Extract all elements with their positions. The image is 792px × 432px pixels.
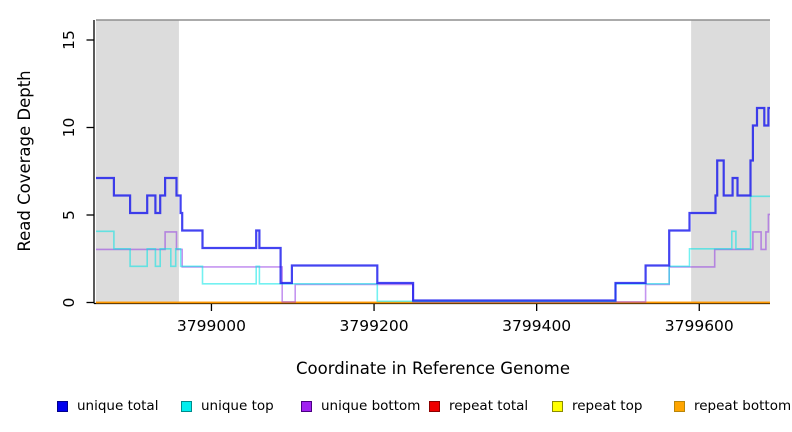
legend-item-repeat-bottom: repeat bottom [674, 395, 791, 417]
legend-item-unique-bottom: unique bottom [301, 395, 420, 417]
legend-label: unique top [201, 398, 274, 414]
legend-label: unique bottom [321, 398, 421, 414]
legend: unique total unique top unique bottom repea… [0, 395, 792, 423]
legend-item-unique-total: unique total [57, 395, 158, 417]
y-tick-label: 10 [60, 118, 78, 138]
legend-swatch-unique-top [181, 400, 192, 412]
x-axis-title: Coordinate in Reference Genome [296, 359, 570, 378]
legend-label: unique total [77, 398, 159, 414]
legend-item-repeat-top: repeat top [552, 395, 642, 417]
x-tick-label: 3799400 [502, 317, 571, 335]
series-line-unique-top [96, 195, 770, 303]
legend-swatch-unique-bottom [301, 400, 312, 412]
legend-label: repeat top [572, 398, 643, 414]
y-tick-label: 15 [60, 30, 78, 50]
legend-item-repeat-total: repeat total [429, 395, 528, 417]
legend-label: repeat total [449, 398, 529, 414]
x-tick-label: 3799200 [340, 317, 409, 335]
shaded-region-right-flank [691, 20, 770, 303]
legend-swatch-repeat-top [552, 400, 563, 412]
series-lines [96, 106, 770, 304]
legend-swatch-unique-total [57, 400, 68, 412]
x-tick-label: 3799600 [665, 317, 734, 335]
legend-swatch-repeat-total [429, 400, 440, 412]
shaded-region-left-flank [96, 20, 179, 303]
y-axis-title: Read Coverage Depth [15, 70, 34, 251]
legend-item-unique-top: unique top [181, 395, 274, 417]
legend-label: repeat bottom [694, 398, 792, 414]
shaded-regions [96, 19, 770, 303]
y-tick-label: 5 [60, 210, 78, 220]
x-tick-label: 3799000 [177, 317, 246, 335]
series-line-unique-total [96, 106, 770, 302]
y-tick-label: 0 [60, 298, 78, 308]
axes: 0 5 10 15 3799000 3799200 3799400 3799600 [60, 20, 770, 335]
legend-swatch-repeat-bottom [674, 400, 685, 412]
